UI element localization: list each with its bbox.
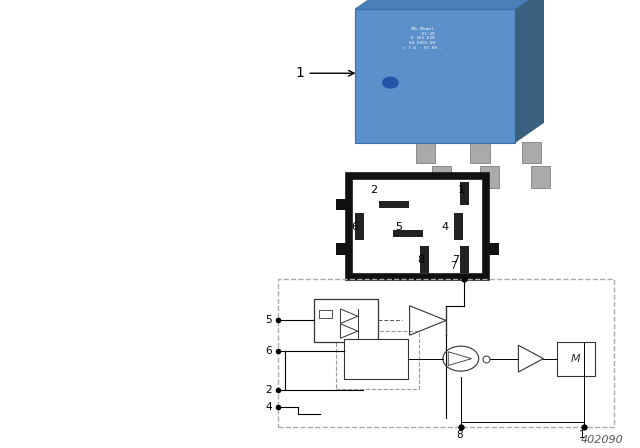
Text: 8: 8 [417, 255, 424, 265]
Text: 1: 1 [295, 66, 304, 80]
Bar [393, 230, 423, 237]
Bar [336, 243, 349, 254]
Bar [344, 339, 408, 379]
Bar [349, 177, 486, 277]
Text: 4: 4 [266, 402, 272, 412]
Text: 6: 6 [351, 222, 358, 232]
Bar [432, 166, 451, 188]
Bar [314, 299, 378, 342]
Text: M: M [571, 353, 581, 364]
Bar [486, 243, 499, 254]
Text: 402090: 402090 [581, 435, 624, 445]
Text: 5: 5 [266, 315, 272, 325]
Bar [336, 199, 349, 211]
FancyBboxPatch shape [355, 9, 515, 143]
Text: 7: 7 [451, 261, 457, 271]
Text: 5: 5 [395, 222, 402, 232]
Bar [460, 246, 469, 273]
Text: SRL-Model
    01.35
0 365 639
04 6665 09
> 7-6 · 97-09 -: SRL-Model 01.35 0 365 639 04 6665 09 > 7… [403, 27, 442, 50]
Bar [531, 166, 550, 188]
Bar [355, 213, 364, 240]
Text: 1: 1 [458, 185, 465, 195]
Text: 1: 1 [579, 430, 586, 440]
Bar [336, 331, 419, 388]
Bar [470, 142, 490, 163]
Bar [460, 182, 469, 205]
Bar [454, 213, 463, 240]
Text: 6: 6 [266, 345, 272, 356]
Text: 7: 7 [452, 255, 460, 265]
Bar [557, 342, 595, 375]
Bar [278, 279, 614, 426]
Polygon shape [355, 0, 544, 9]
Bar [416, 142, 435, 163]
Bar [420, 246, 429, 273]
Bar [379, 201, 410, 208]
Bar [480, 166, 499, 188]
Bar [522, 142, 541, 163]
Bar [319, 310, 332, 318]
Polygon shape [515, 0, 544, 143]
Text: 2: 2 [370, 185, 377, 195]
Text: 4: 4 [442, 222, 449, 232]
Text: 2: 2 [266, 385, 272, 395]
Circle shape [383, 77, 398, 88]
Text: 8: 8 [456, 430, 463, 440]
